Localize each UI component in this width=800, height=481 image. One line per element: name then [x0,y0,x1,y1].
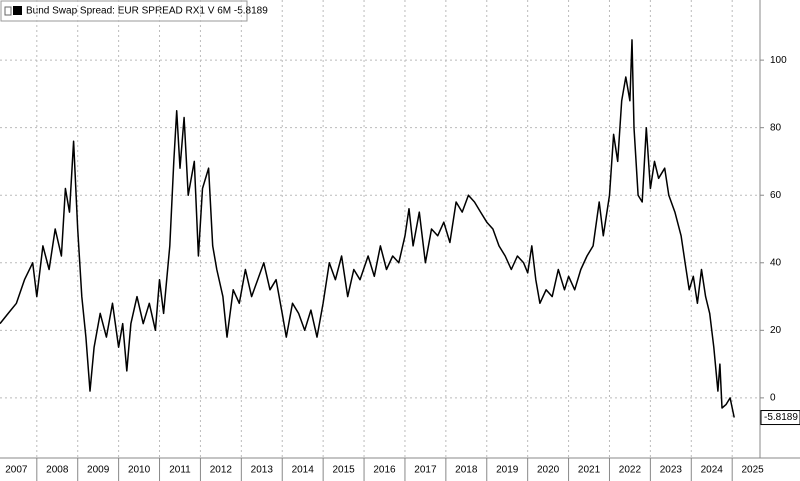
x-tick-label: 2020 [537,465,560,476]
y-tick-label: 60 [770,190,782,201]
x-tick-label: 2016 [373,465,396,476]
y-tick-label: 20 [770,325,782,336]
x-tick-label: 2007 [5,465,28,476]
x-tick-label: 2017 [414,465,437,476]
x-tick-label: 2012 [210,465,233,476]
y-tick-label: 40 [770,257,782,268]
x-tick-label: 2025 [742,465,765,476]
legend-toggle[interactable] [4,6,12,16]
y-tick-label: 100 [770,55,787,66]
x-tick-label: 2008 [46,465,69,476]
x-tick-label: 2014 [292,465,315,476]
legend-swatch [13,6,22,15]
x-tick-label: 2013 [251,465,274,476]
x-tick-label: 2015 [332,465,355,476]
legend-box [0,0,248,22]
x-tick-label: 2010 [128,465,151,476]
last-value-box [760,410,800,426]
x-tick-label: 2023 [660,465,683,476]
series-line [0,39,735,418]
last-value-label: -5.8189 [764,412,798,423]
x-tick-label: 2011 [169,465,191,476]
y-tick-label: 80 [770,122,782,133]
legend-label: Bund Swap Spread: EUR SPREAD RX1 V 6M -5… [26,6,268,17]
y-tick-label: 0 [770,393,776,404]
x-tick-label: 2021 [578,465,601,476]
x-tick-label: 2009 [87,465,110,476]
x-tick-label: 2024 [701,465,724,476]
x-tick-label: 2019 [496,465,519,476]
x-tick-label: 2022 [619,465,642,476]
x-tick-label: 2018 [455,465,478,476]
